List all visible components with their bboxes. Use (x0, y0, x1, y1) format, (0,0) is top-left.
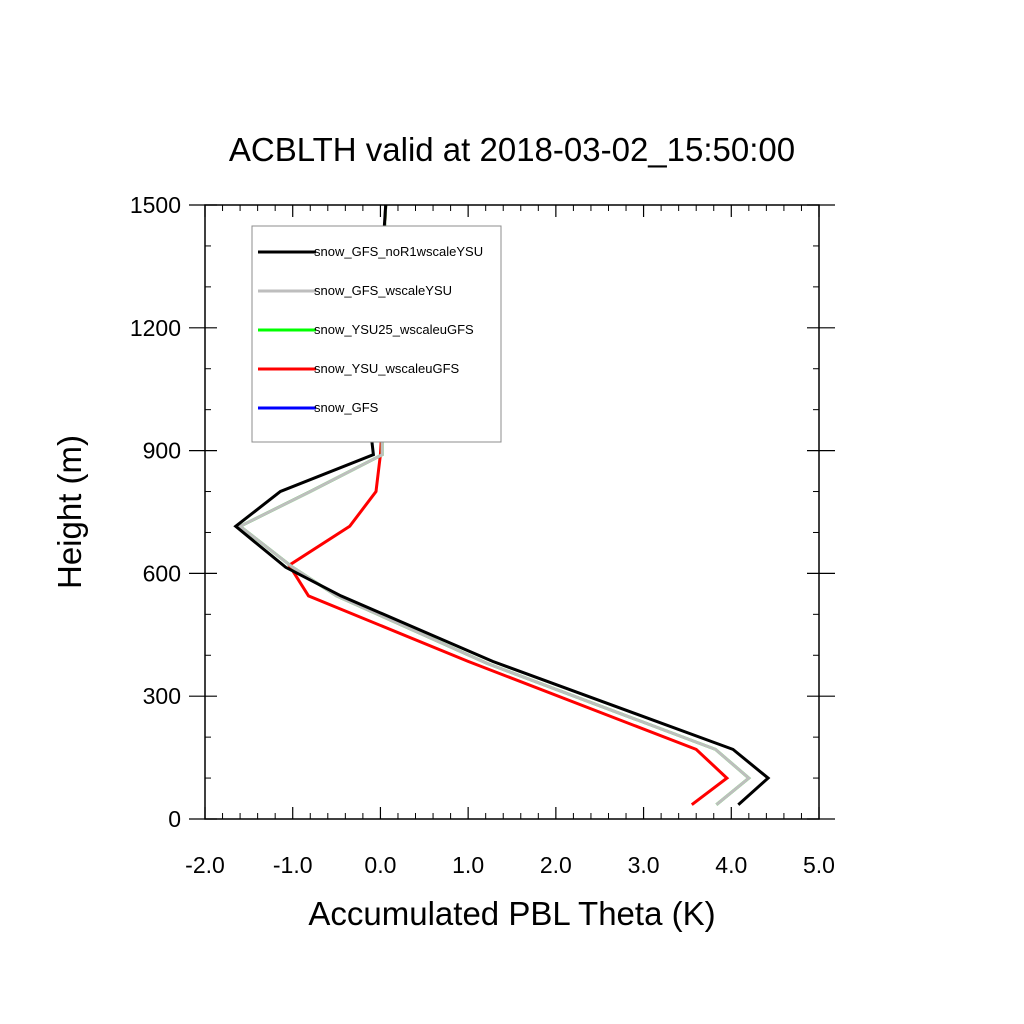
y-tick-label: 0 (168, 806, 181, 832)
axis-ticks: -2.0 -1.0 0.0 1.0 2.0 3.0 4.0 5.0 0 300 600 900 1200… (130, 192, 835, 878)
plot-frame (204, 204, 820, 820)
legend-label: snow_GFS_wscaleYSU (314, 283, 452, 298)
legend-label: snow_GFS_noR1wscaleYSU (314, 244, 483, 259)
legend-label: snow_GFS (314, 400, 379, 415)
legend-box (251, 225, 502, 443)
y-axis-label: Height (m) (51, 435, 88, 589)
legend-label: snow_YSU_wscaleuGFS (314, 361, 460, 376)
x-tick-label: 0.0 (364, 852, 396, 878)
x-tick-label: 5.0 (803, 852, 835, 878)
y-tick-label: 600 (143, 560, 181, 586)
x-tick-label: -1.0 (273, 852, 313, 878)
x-tick-label: 3.0 (628, 852, 660, 878)
y-tick-label: 900 (143, 438, 181, 464)
chart-title: ACBLTH valid at 2018-03-02_15:50:00 (229, 131, 795, 168)
legend: snow_GFS_noR1wscaleYSU snow_GFS_wscaleYSU… (251, 225, 502, 443)
x-tick-label: 1.0 (452, 852, 484, 878)
y-tick-label: 300 (143, 683, 181, 709)
x-tick-label: 4.0 (715, 852, 747, 878)
x-tick-label: 2.0 (540, 852, 572, 878)
legend-label: snow_YSU25_wscaleuGFS (314, 322, 474, 337)
x-tick-label: -2.0 (185, 852, 225, 878)
y-tick-label: 1200 (130, 315, 181, 341)
x-axis-label: Accumulated PBL Theta (K) (308, 895, 715, 932)
y-tick-label: 1500 (130, 192, 181, 218)
